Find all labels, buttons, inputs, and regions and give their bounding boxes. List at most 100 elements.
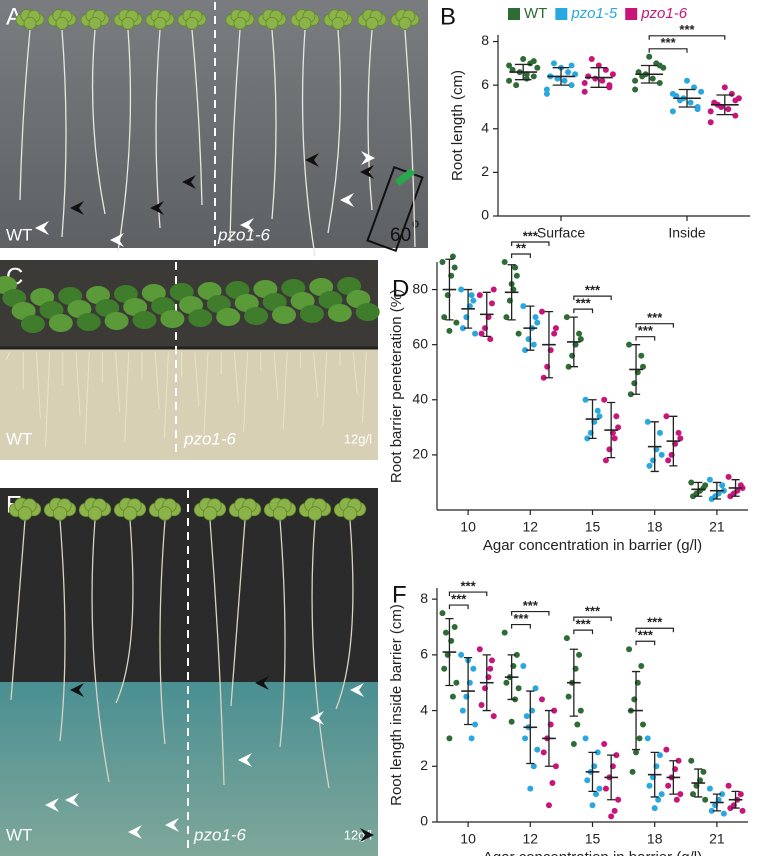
data-dot xyxy=(488,300,495,307)
data-dot xyxy=(476,646,483,653)
data-dot xyxy=(577,336,584,343)
leaf xyxy=(153,16,167,30)
error-bar xyxy=(631,670,641,751)
data-dot xyxy=(534,319,541,326)
error-bar xyxy=(463,656,473,726)
leaf xyxy=(307,506,323,521)
data-dot xyxy=(565,69,572,76)
root xyxy=(10,519,26,701)
error-bar xyxy=(482,291,491,338)
arrowhead xyxy=(238,753,252,767)
foliage xyxy=(216,308,241,326)
legend-label: WT xyxy=(524,5,547,22)
significance-bracket xyxy=(635,336,656,341)
data-dot xyxy=(644,735,651,742)
data-dot xyxy=(725,473,732,480)
error-bar xyxy=(731,790,740,809)
leaf xyxy=(55,16,69,30)
arrowhead xyxy=(350,683,364,697)
data-dot xyxy=(691,84,698,91)
root xyxy=(117,29,132,252)
data-dot xyxy=(513,272,520,279)
x-tick-label: 10 xyxy=(460,519,476,535)
data-dot xyxy=(520,303,527,310)
data-dot xyxy=(527,785,534,792)
root xyxy=(163,351,169,439)
error-bar xyxy=(569,316,578,368)
data-dot xyxy=(538,696,545,703)
angle-degree: o xyxy=(412,215,419,230)
data-dot xyxy=(656,429,663,436)
arrowhead xyxy=(165,818,179,832)
data-dot xyxy=(488,657,495,664)
data-dot xyxy=(688,479,695,486)
data-dot xyxy=(649,75,656,82)
data-dot xyxy=(538,308,545,315)
data-dot xyxy=(596,785,603,792)
error-bar xyxy=(631,344,641,395)
significance-bracket xyxy=(573,308,594,314)
data-dot xyxy=(700,768,707,775)
data-dot xyxy=(728,90,735,97)
data-dot xyxy=(609,71,616,78)
data-dot xyxy=(534,746,541,753)
data-dot xyxy=(472,330,479,337)
data-dot xyxy=(458,651,465,658)
data-dot xyxy=(601,396,608,403)
significance-bracket xyxy=(511,623,531,629)
data-dot xyxy=(490,286,497,293)
data-dot xyxy=(665,457,672,464)
root xyxy=(367,29,373,211)
significance-label: *** xyxy=(638,628,654,643)
data-dot xyxy=(588,55,595,62)
data-dot xyxy=(698,88,705,95)
data-dot xyxy=(563,635,570,642)
leaf xyxy=(157,506,173,521)
data-dot xyxy=(611,435,618,442)
root xyxy=(311,519,330,789)
data-dot xyxy=(707,108,714,115)
data-dot xyxy=(513,82,520,89)
significance-bracket xyxy=(573,616,612,622)
data-dot xyxy=(451,624,458,630)
data-dot xyxy=(687,99,694,106)
data-dot xyxy=(453,679,460,686)
data-dot xyxy=(663,746,670,753)
error-bar xyxy=(588,399,597,440)
data-dot xyxy=(707,119,714,126)
data-dot xyxy=(523,713,530,720)
arrowhead xyxy=(70,683,84,697)
leaf xyxy=(331,16,345,30)
data-dot xyxy=(669,108,676,115)
x-tick-label: Surface xyxy=(537,225,585,241)
significance-bracket xyxy=(448,591,488,597)
data-dot xyxy=(720,487,727,494)
data-dot xyxy=(626,341,633,348)
data-dot xyxy=(508,718,515,725)
data-dot xyxy=(581,88,588,95)
significance-bracket xyxy=(648,48,688,53)
root xyxy=(115,519,134,704)
data-dot xyxy=(656,79,663,86)
root xyxy=(59,519,66,742)
data-dot xyxy=(627,391,634,398)
root xyxy=(5,351,11,361)
y-tick-label: 80 xyxy=(412,280,428,296)
marker xyxy=(395,168,415,186)
data-dot xyxy=(673,796,680,803)
root xyxy=(404,29,416,248)
x-tick-label: 10 xyxy=(460,831,476,847)
arrowhead xyxy=(182,175,196,189)
data-dot xyxy=(551,330,558,337)
data-dot xyxy=(530,341,537,348)
data-dot xyxy=(669,90,676,97)
significance-bracket xyxy=(635,323,674,328)
data-dot xyxy=(574,721,581,728)
data-dot xyxy=(656,752,663,759)
data-dot xyxy=(584,777,591,784)
root xyxy=(327,29,342,234)
significance-bracket xyxy=(635,627,674,633)
data-dot xyxy=(512,264,519,271)
data-dot xyxy=(651,805,658,812)
